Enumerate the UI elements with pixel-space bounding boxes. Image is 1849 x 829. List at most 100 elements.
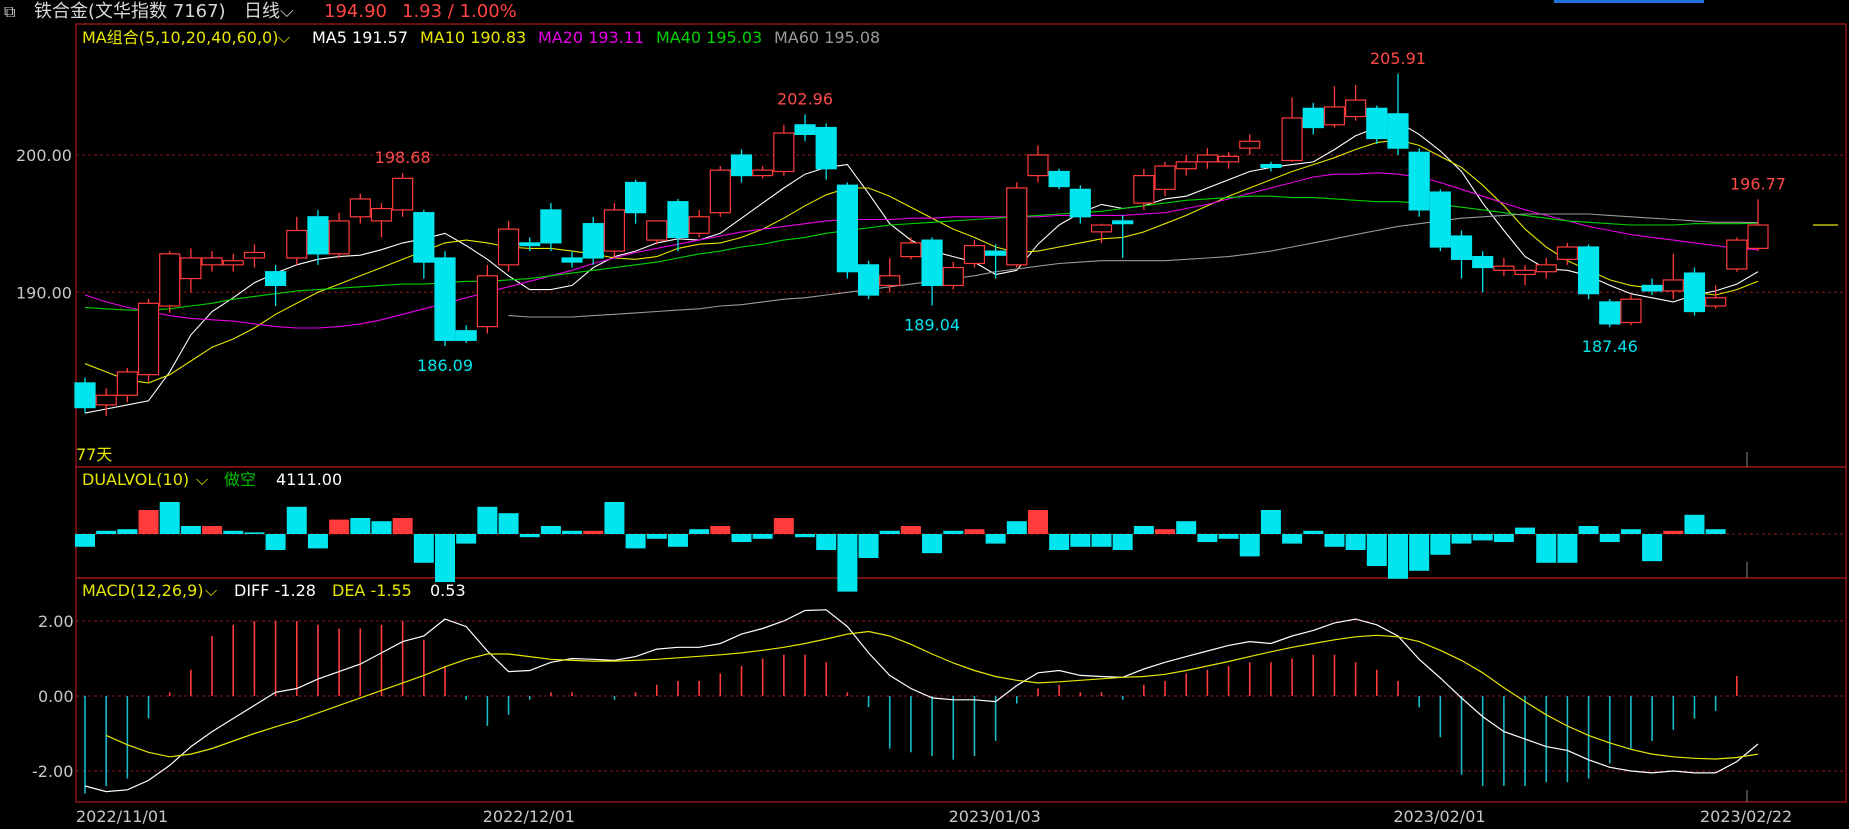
candle[interactable] — [1154, 161, 1176, 197]
candle[interactable] — [857, 260, 880, 300]
dualvol-bar[interactable] — [540, 526, 561, 534]
dualvol-bar[interactable] — [752, 534, 773, 539]
dualvol-bar[interactable] — [1366, 534, 1387, 566]
candle[interactable] — [1514, 264, 1536, 286]
candle[interactable] — [1366, 105, 1388, 145]
candle[interactable] — [434, 251, 456, 346]
candle[interactable] — [1239, 134, 1261, 155]
dualvol-bar[interactable] — [1599, 534, 1620, 542]
dualvol-legend-name[interactable]: DUALVOL(10) — [82, 470, 189, 489]
dualvol-bar[interactable] — [477, 506, 498, 534]
candle[interactable] — [1006, 182, 1028, 268]
dualvol-bar[interactable] — [1239, 534, 1260, 557]
dualvol-bar[interactable] — [943, 530, 964, 534]
candle[interactable] — [603, 203, 626, 258]
candle[interactable] — [1387, 73, 1409, 155]
candle[interactable] — [95, 388, 117, 416]
candle[interactable] — [1535, 257, 1557, 279]
candle[interactable] — [1133, 168, 1155, 210]
period-selector[interactable]: 日线⌵ — [244, 0, 294, 24]
dualvol-bar[interactable] — [562, 530, 583, 534]
candle[interactable] — [370, 203, 393, 238]
candle[interactable] — [667, 198, 689, 252]
dualvol-bar[interactable] — [180, 526, 201, 534]
candle[interactable] — [1747, 199, 1769, 252]
dualvol-bar[interactable] — [1218, 534, 1239, 539]
candle[interactable] — [307, 209, 329, 265]
candle[interactable] — [1683, 267, 1706, 316]
candle[interactable] — [1027, 145, 1049, 183]
candle[interactable] — [1577, 244, 1600, 300]
dualvol-bar[interactable] — [1155, 529, 1176, 534]
dualvol-bar[interactable] — [922, 534, 943, 554]
dualvol-bar[interactable] — [1684, 514, 1705, 534]
ma-legend-name[interactable]: MA组合(5,10,20,40,60,0) — [82, 28, 278, 47]
candle[interactable] — [159, 251, 181, 313]
candle[interactable] — [646, 220, 668, 245]
dualvol-bar[interactable] — [900, 526, 921, 534]
candle[interactable] — [1641, 278, 1663, 296]
candle[interactable] — [688, 209, 710, 238]
candle[interactable] — [455, 325, 477, 344]
candle[interactable] — [413, 209, 435, 279]
dualvol-bar[interactable] — [1663, 530, 1684, 534]
dualvol-bar[interactable] — [964, 529, 985, 534]
candle[interactable] — [180, 248, 202, 293]
dualvol-bar[interactable] — [646, 534, 667, 539]
candle[interactable] — [879, 257, 901, 293]
dualvol-bar[interactable] — [1430, 534, 1451, 555]
candle[interactable] — [582, 216, 604, 265]
candle[interactable] — [349, 193, 371, 224]
candle[interactable] — [1048, 168, 1070, 190]
candle[interactable] — [1556, 242, 1579, 265]
dualvol-bar[interactable] — [985, 534, 1006, 544]
dualvol-bar[interactable] — [731, 534, 752, 542]
dualvol-bar[interactable] — [371, 521, 392, 534]
candle[interactable] — [1196, 148, 1218, 169]
candle[interactable] — [1112, 215, 1134, 258]
candle[interactable] — [773, 124, 795, 176]
dualvol-bar[interactable] — [1345, 534, 1366, 550]
candle[interactable] — [752, 165, 774, 179]
candle[interactable] — [116, 367, 138, 403]
dualvol-bar[interactable] — [244, 532, 265, 534]
dualvol-bar[interactable] — [265, 534, 286, 550]
candle[interactable] — [1069, 185, 1091, 224]
candle[interactable] — [201, 251, 223, 272]
dualvol-bar[interactable] — [1303, 530, 1324, 534]
candle[interactable] — [1599, 299, 1621, 328]
dualvol-bar[interactable] — [858, 534, 879, 558]
candle[interactable] — [815, 123, 837, 180]
dualvol-bar[interactable] — [689, 529, 710, 534]
dualvol-bar[interactable] — [159, 502, 180, 534]
candle[interactable] — [74, 377, 96, 414]
dualvol-bar[interactable] — [202, 526, 223, 534]
dualvol-bar[interactable] — [773, 518, 794, 534]
dualvol-bar[interactable] — [1197, 534, 1218, 542]
dualvol-bar[interactable] — [1515, 527, 1536, 534]
candle[interactable] — [1450, 230, 1473, 279]
dualvol-bar[interactable] — [1027, 510, 1048, 534]
dualvol-bar[interactable] — [413, 534, 434, 563]
dualvol-bar[interactable] — [456, 534, 477, 544]
candle[interactable] — [1090, 223, 1113, 243]
dualvol-bar[interactable] — [1049, 534, 1070, 550]
dualvol-bar[interactable] — [1176, 521, 1197, 534]
candle[interactable] — [1662, 253, 1684, 300]
dualvol-bar[interactable] — [1282, 534, 1303, 544]
candle[interactable] — [942, 262, 964, 290]
candle[interactable] — [1323, 86, 1346, 128]
candle[interactable] — [1302, 102, 1324, 135]
dualvol-bar[interactable] — [1112, 534, 1133, 550]
candle[interactable] — [1726, 237, 1748, 272]
dualvol-bar[interactable] — [604, 502, 625, 534]
dualvol-bar[interactable] — [392, 518, 413, 534]
candle[interactable] — [561, 251, 583, 268]
dualvol-bar[interactable] — [583, 530, 604, 534]
candle[interactable] — [625, 179, 647, 224]
candle[interactable] — [1175, 155, 1197, 176]
dualvol-bar[interactable] — [795, 534, 816, 538]
dualvol-bar[interactable] — [879, 530, 900, 534]
link-icon[interactable]: ⧉ — [4, 2, 16, 21]
